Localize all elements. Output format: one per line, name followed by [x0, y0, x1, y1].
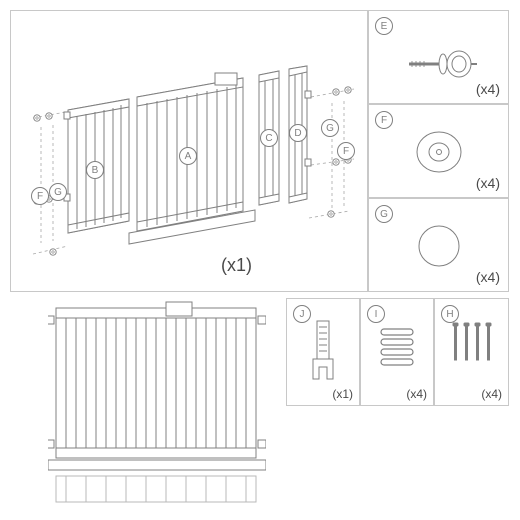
main-count: (x1) [221, 255, 252, 276]
panel-j-count: (x1) [332, 387, 353, 401]
label-a-text: A [185, 151, 192, 162]
label-g-left: G [49, 183, 67, 201]
panel-j: J (x1) [286, 298, 360, 406]
panel-h-letter: H [441, 305, 459, 323]
panel-g: G (x4) [368, 198, 509, 292]
label-g-left-text: G [54, 187, 62, 198]
label-g-right: G [321, 119, 339, 137]
instruction-sheet: F G B A C D G F (x1) E [0, 0, 520, 520]
label-d: D [289, 124, 307, 142]
panel-g-count: (x4) [476, 269, 500, 285]
panel-h-letter-text: H [446, 309, 453, 320]
panel-i-count: (x4) [406, 387, 427, 401]
label-f-left-text: F [37, 191, 43, 202]
label-d-text: D [294, 128, 301, 139]
label-b-text: B [92, 165, 99, 176]
panel-j-letter-text: J [300, 309, 305, 320]
label-f-left: F [31, 187, 49, 205]
label-g-right-text: G [326, 123, 334, 134]
panel-e: E (x4) [368, 10, 509, 104]
panel-f-letter-text: F [381, 115, 387, 126]
label-f-right: F [337, 142, 355, 160]
label-f-right-text: F [343, 146, 349, 157]
label-c-text: C [265, 133, 272, 144]
panel-f-count: (x4) [476, 175, 500, 191]
panel-j-letter: J [293, 305, 311, 323]
panel-h: H ( [434, 298, 509, 406]
label-c: C [260, 129, 278, 147]
panel-e-count: (x4) [476, 81, 500, 97]
assembled-view [48, 298, 266, 510]
panel-e-letter-text: E [381, 21, 388, 32]
panel-i-letter-text: I [375, 309, 378, 320]
panel-main: F G B A C D G F (x1) [10, 10, 368, 292]
panel-g-letter-text: G [380, 209, 388, 220]
panel-e-letter: E [375, 17, 393, 35]
panel-h-count: (x4) [481, 387, 502, 401]
label-b: B [86, 161, 104, 179]
assembled-svg [48, 298, 266, 510]
panel-i: I (x4) [360, 298, 434, 406]
label-a: A [179, 147, 197, 165]
panel-f-letter: F [375, 111, 393, 129]
panel-f: F (x4) [368, 104, 509, 198]
panel-g-letter: G [375, 205, 393, 223]
panel-i-letter: I [367, 305, 385, 323]
